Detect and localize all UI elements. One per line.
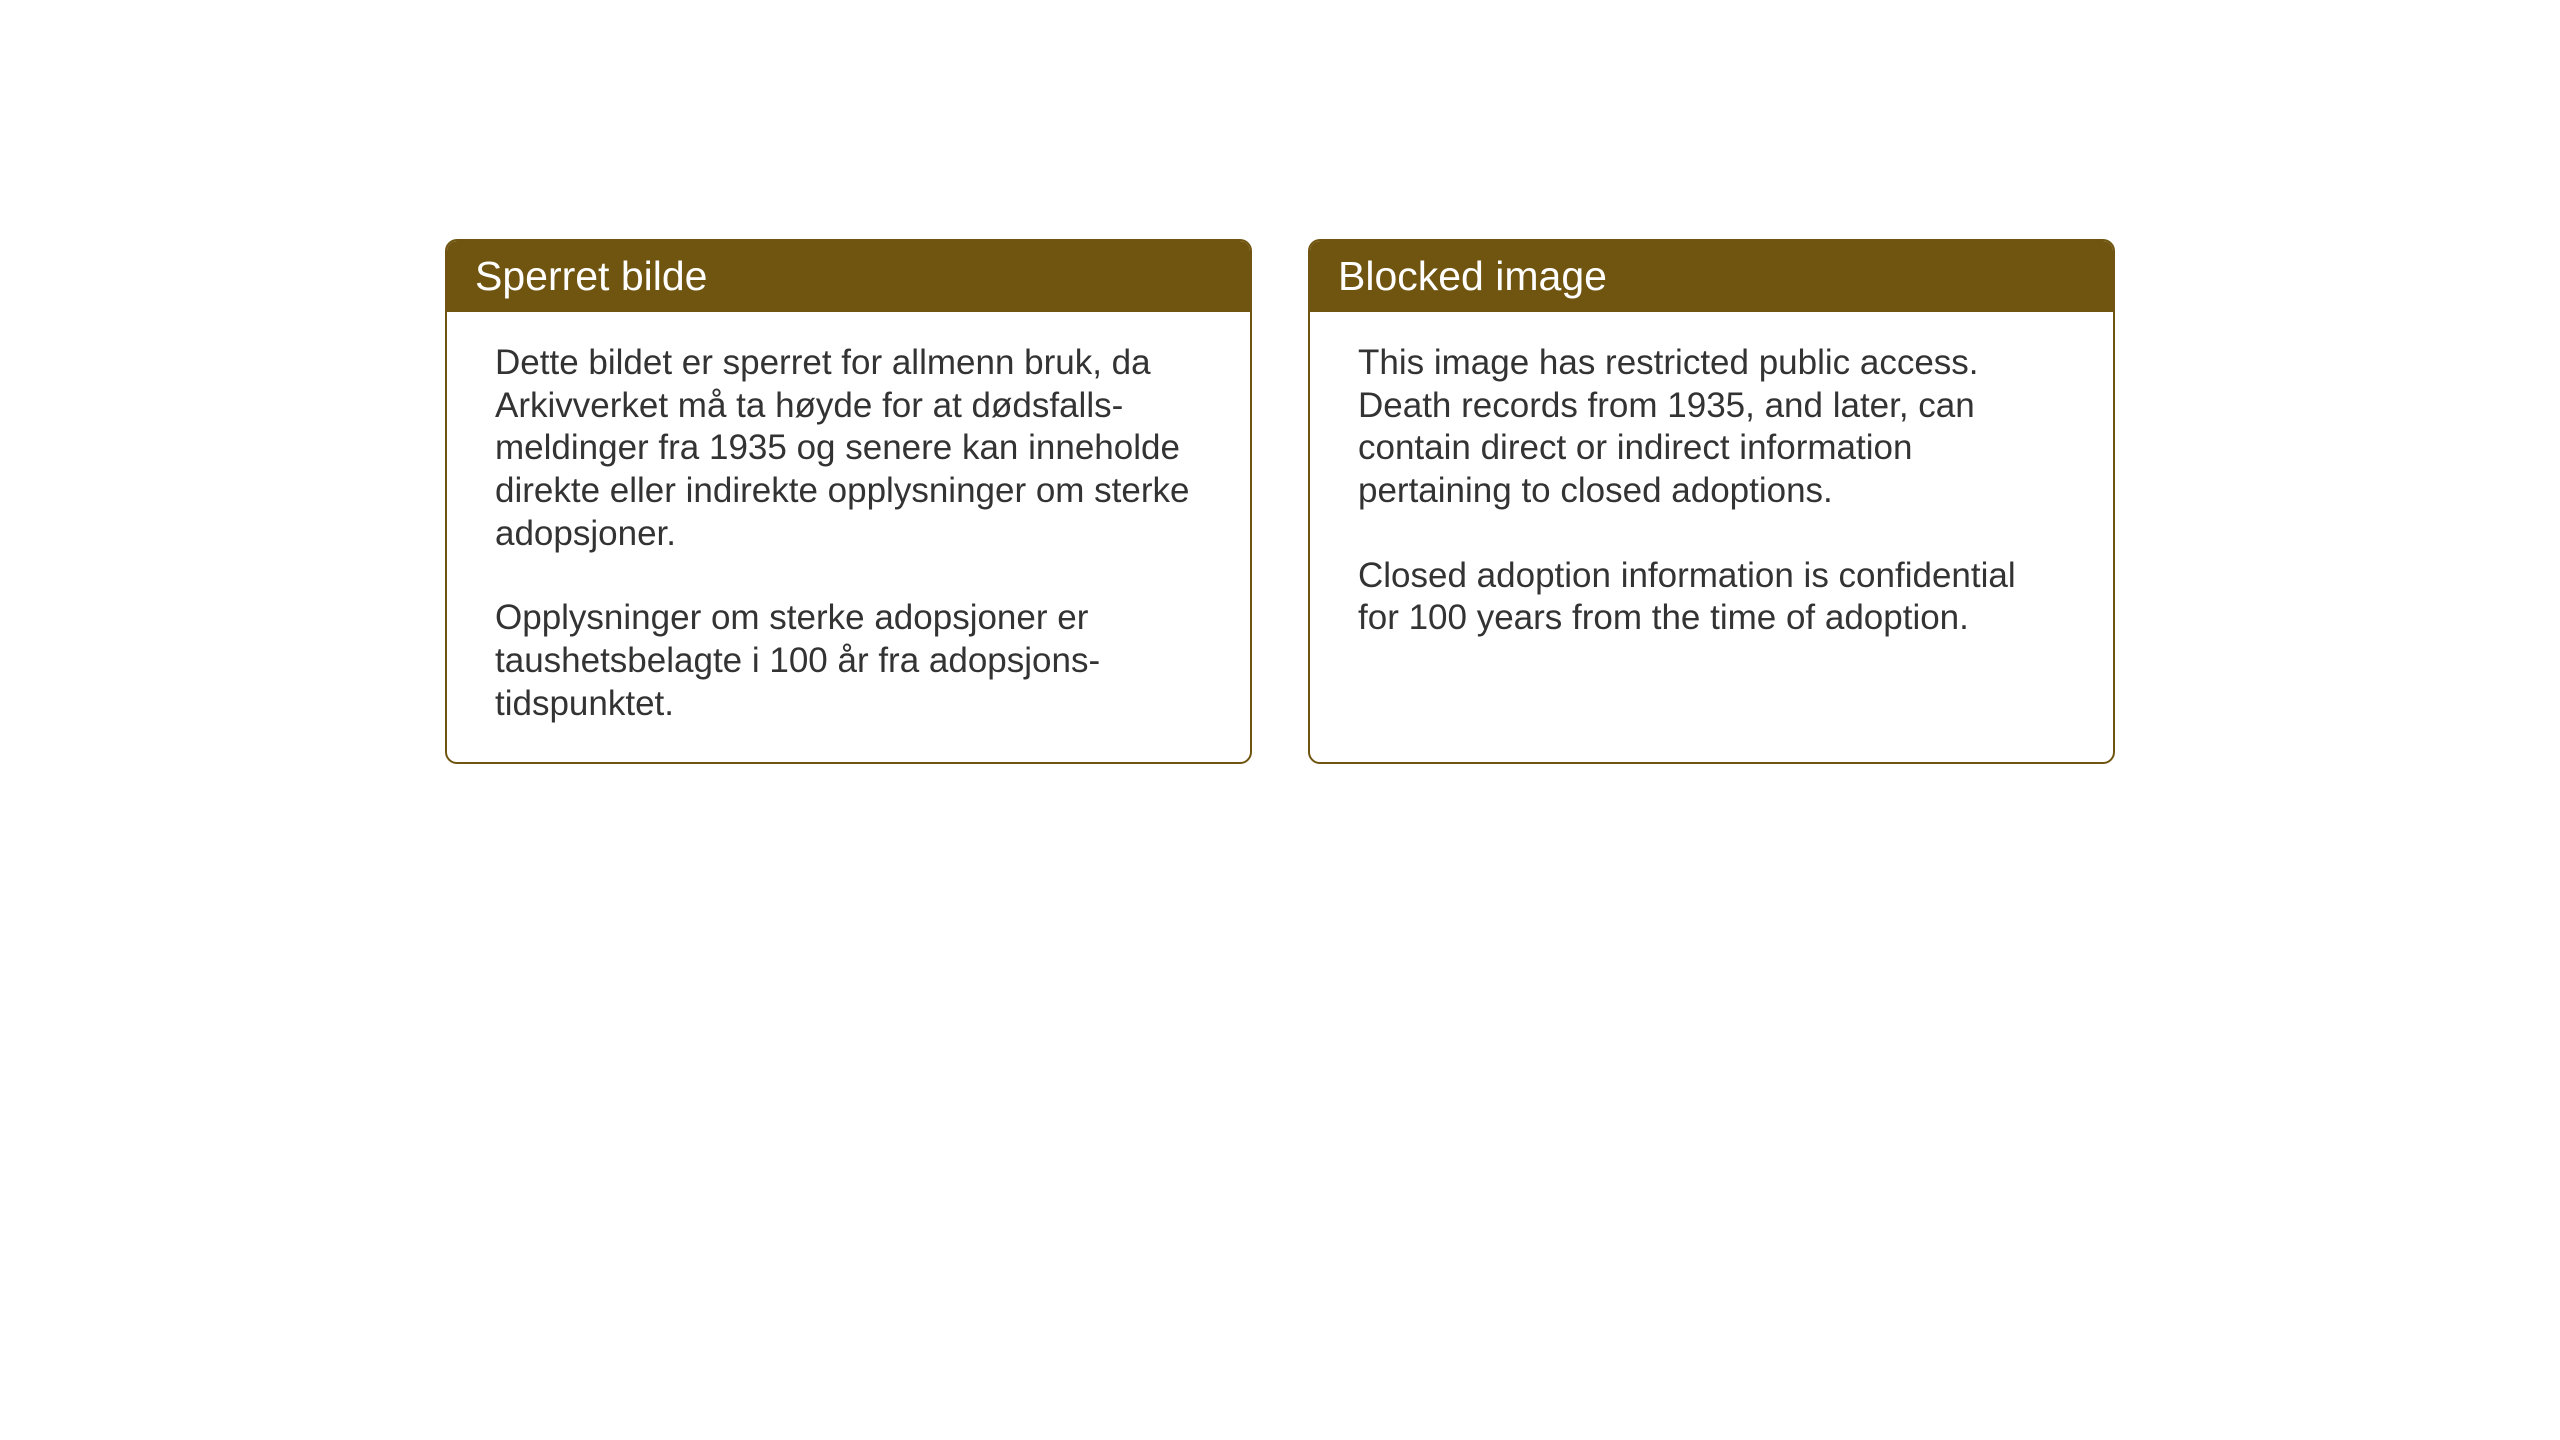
english-paragraph-1: This image has restricted public access.… — [1358, 342, 2065, 513]
norwegian-card-title: Sperret bilde — [447, 241, 1250, 312]
english-paragraph-2: Closed adoption information is confident… — [1358, 555, 2065, 640]
english-card-body: This image has restricted public access.… — [1310, 312, 2113, 757]
english-notice-card: Blocked image This image has restricted … — [1308, 239, 2115, 764]
norwegian-card-body: Dette bildet er sperret for allmenn bruk… — [447, 312, 1250, 762]
norwegian-paragraph-1: Dette bildet er sperret for allmenn bruk… — [495, 342, 1202, 555]
norwegian-notice-card: Sperret bilde Dette bildet er sperret fo… — [445, 239, 1252, 764]
norwegian-paragraph-2: Opplysninger om sterke adopsjoner er tau… — [495, 597, 1202, 725]
english-card-title: Blocked image — [1310, 241, 2113, 312]
notice-cards-container: Sperret bilde Dette bildet er sperret fo… — [445, 239, 2115, 764]
